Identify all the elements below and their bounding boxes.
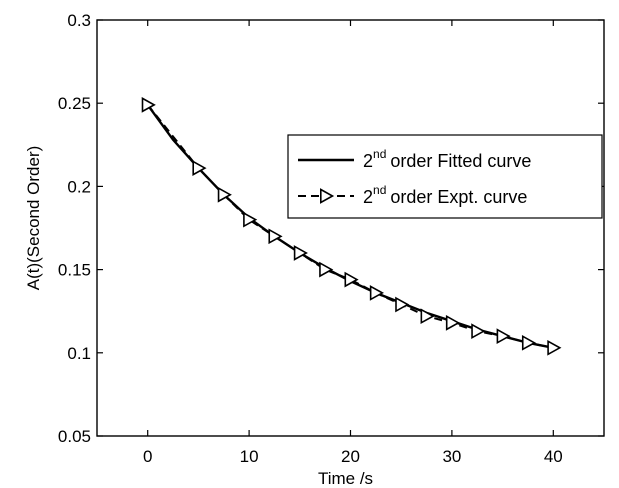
data-point-marker <box>521 334 537 351</box>
data-point-marker <box>141 97 156 113</box>
data-point-marker <box>344 271 359 288</box>
legend-label: 2nd order Expt. curve <box>363 183 527 207</box>
plot-series <box>141 97 562 356</box>
legend-label-prefix: 2 <box>363 187 373 207</box>
series-2 <box>141 97 562 356</box>
legend-label-text: order Fitted curve <box>390 151 531 171</box>
data-point-marker <box>217 186 232 203</box>
data-point-marker <box>319 261 334 278</box>
data-point-marker <box>268 228 283 245</box>
x-tick-label: 10 <box>240 447 259 466</box>
y-axis-label: A(t)(Second Order) <box>24 146 43 291</box>
legend-label-text: order Expt. curve <box>390 187 527 207</box>
y-tick-label: 0.2 <box>67 177 91 196</box>
x-tick-label: 0 <box>143 447 152 466</box>
data-point-marker <box>395 296 410 313</box>
legend-box <box>287 134 603 219</box>
legend-label-prefix: 2 <box>363 151 373 171</box>
legend-label-superscript: nd <box>373 147 386 161</box>
plot-frame <box>96 19 605 437</box>
x-axis-label: Time /s <box>318 469 373 488</box>
legend-label: 2nd order Fitted curve <box>363 147 531 171</box>
y-tick-label: 0.15 <box>58 261 91 280</box>
y-tick-label: 0.05 <box>58 427 91 446</box>
data-point-marker <box>420 308 435 325</box>
data-point-marker <box>243 211 258 228</box>
data-point-marker <box>369 285 384 301</box>
x-tick-label: 30 <box>442 447 461 466</box>
data-point-marker <box>496 328 511 345</box>
x-tick-labels: 0 10 20 30 40 <box>143 447 563 466</box>
data-point-marker <box>547 339 562 356</box>
data-point-marker <box>445 314 461 331</box>
y-tick-labels: 0.05 0.1 0.15 0.2 0.25 0.3 <box>58 11 91 446</box>
expt-curve-line <box>146 104 554 349</box>
data-point-marker <box>471 323 486 340</box>
legend-label-superscript: nd <box>373 183 386 197</box>
x-tick-label: 40 <box>544 447 563 466</box>
data-point-marker <box>320 188 335 204</box>
y-tick-label: 0.25 <box>58 94 91 113</box>
axis-ticks <box>97 19 604 437</box>
data-point-marker <box>293 245 308 261</box>
y-tick-label: 0.3 <box>67 11 91 30</box>
x-tick-label: 20 <box>341 447 360 466</box>
data-point-marker <box>192 160 207 176</box>
y-tick-label: 0.1 <box>67 344 91 363</box>
